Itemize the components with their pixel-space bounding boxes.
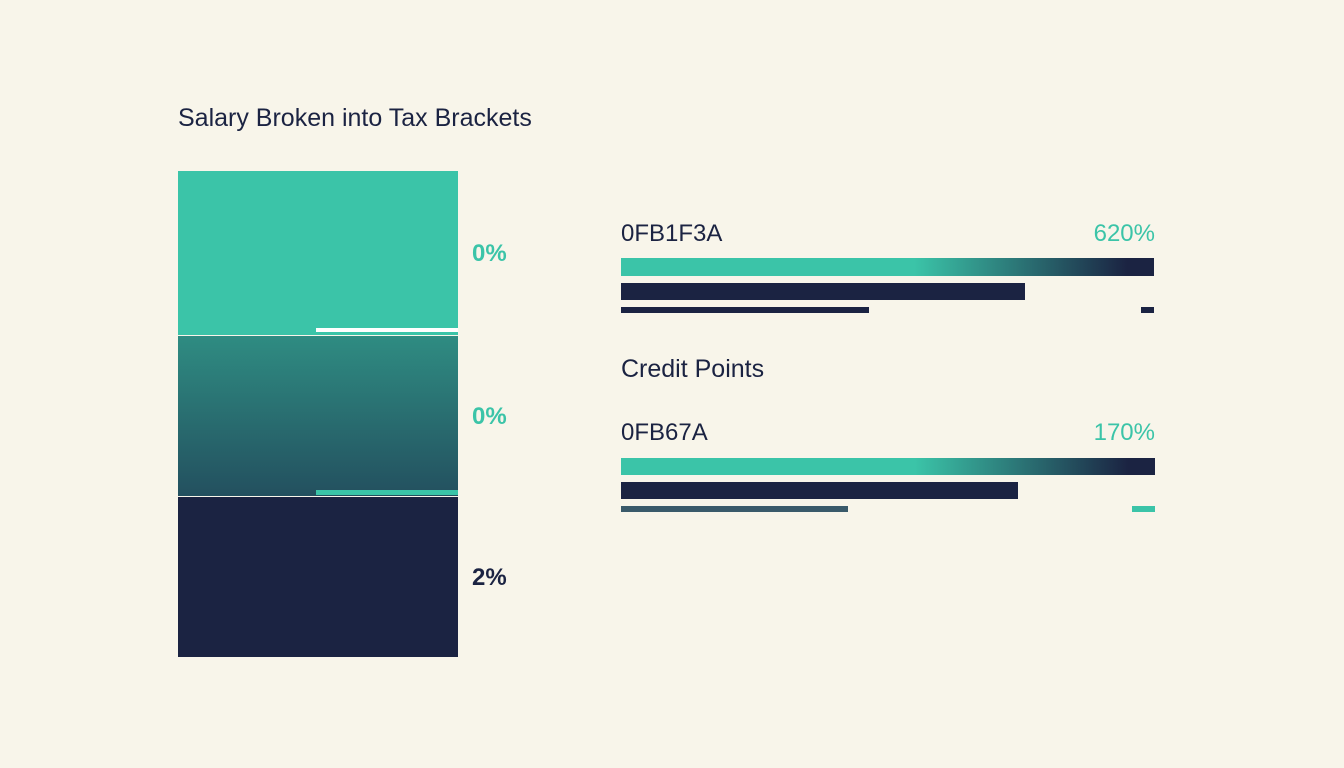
row-percent: 620% [1093, 220, 1155, 247]
divider [316, 490, 458, 495]
bar [621, 458, 1155, 475]
divider [316, 328, 458, 332]
bracket-block [178, 497, 458, 657]
bracket-block [178, 171, 458, 335]
bar [621, 258, 1154, 276]
bar [1141, 307, 1154, 313]
bracket-label: 0% [472, 240, 507, 267]
bar [621, 482, 1018, 499]
bar [1132, 506, 1155, 512]
bracket-label: 0% [472, 403, 507, 430]
row-percent: 170% [1093, 419, 1155, 446]
bracket-block [178, 336, 458, 496]
row-code: 0FB1F3A [621, 220, 723, 247]
row-code: 0FB67A [621, 419, 708, 446]
bracket-label: 2% [472, 564, 507, 591]
subtitle: Credit Points [621, 355, 765, 383]
title: Salary Broken into Tax Brackets [178, 104, 532, 132]
bar [621, 283, 1025, 300]
bar [621, 506, 848, 512]
bar [621, 307, 869, 313]
